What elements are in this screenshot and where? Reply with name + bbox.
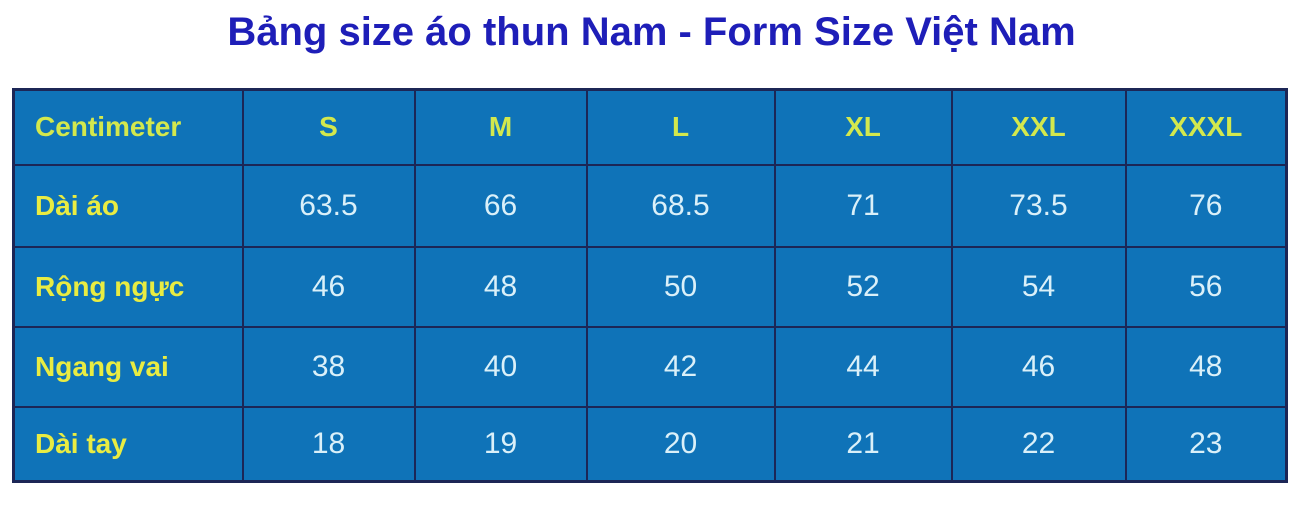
size-value-cell: 73.5 <box>950 163 1127 248</box>
size-value-cell: 46 <box>950 325 1127 408</box>
size-value-cell: 76 <box>1124 163 1288 248</box>
header-cell-xxl: XXL <box>950 88 1127 166</box>
header-cell-s: S <box>241 88 416 166</box>
size-value-cell: 20 <box>585 405 776 483</box>
size-chart-table: Centimeter S M L XL XXL XXXL Dài áo 63.5… <box>12 88 1288 483</box>
size-value-cell: 22 <box>950 405 1127 483</box>
size-value-cell: 40 <box>413 325 588 408</box>
header-cell-centimeter: Centimeter <box>12 88 244 166</box>
table-row-shoulder-width: Ngang vai 38 40 42 44 46 48 <box>12 325 1288 408</box>
table-row-sleeve-length: Dài tay 18 19 20 21 22 23 <box>12 405 1288 483</box>
size-value-cell: 63.5 <box>241 163 416 248</box>
header-cell-xl: XL <box>773 88 953 166</box>
size-value-cell: 66 <box>413 163 588 248</box>
table-row-shirt-length: Dài áo 63.5 66 68.5 71 73.5 76 <box>12 163 1288 248</box>
row-label-dai-ao: Dài áo <box>12 163 244 248</box>
size-value-cell: 44 <box>773 325 953 408</box>
size-value-cell: 52 <box>773 245 953 328</box>
page-title: Bảng size áo thun Nam - Form Size Việt N… <box>227 10 1076 54</box>
size-value-cell: 48 <box>1124 325 1288 408</box>
table-row-chest-width: Rộng ngực 46 48 50 52 54 56 <box>12 245 1288 328</box>
size-value-cell: 23 <box>1124 405 1288 483</box>
size-value-cell: 48 <box>413 245 588 328</box>
size-value-cell: 38 <box>241 325 416 408</box>
header-cell-l: L <box>585 88 776 166</box>
row-label-rong-nguc: Rộng ngực <box>12 245 244 328</box>
header-cell-m: M <box>413 88 588 166</box>
header-row: Centimeter S M L XL XXL XXXL <box>12 88 1288 166</box>
size-value-cell: 50 <box>585 245 776 328</box>
size-value-cell: 42 <box>585 325 776 408</box>
row-label-ngang-vai: Ngang vai <box>12 325 244 408</box>
header-cell-xxxl: XXXL <box>1124 88 1288 166</box>
row-label-dai-tay: Dài tay <box>12 405 244 483</box>
size-value-cell: 54 <box>950 245 1127 328</box>
size-value-cell: 46 <box>241 245 416 328</box>
size-value-cell: 21 <box>773 405 953 483</box>
size-value-cell: 18 <box>241 405 416 483</box>
size-value-cell: 71 <box>773 163 953 248</box>
size-value-cell: 56 <box>1124 245 1288 328</box>
size-value-cell: 19 <box>413 405 588 483</box>
size-value-cell: 68.5 <box>585 163 776 248</box>
